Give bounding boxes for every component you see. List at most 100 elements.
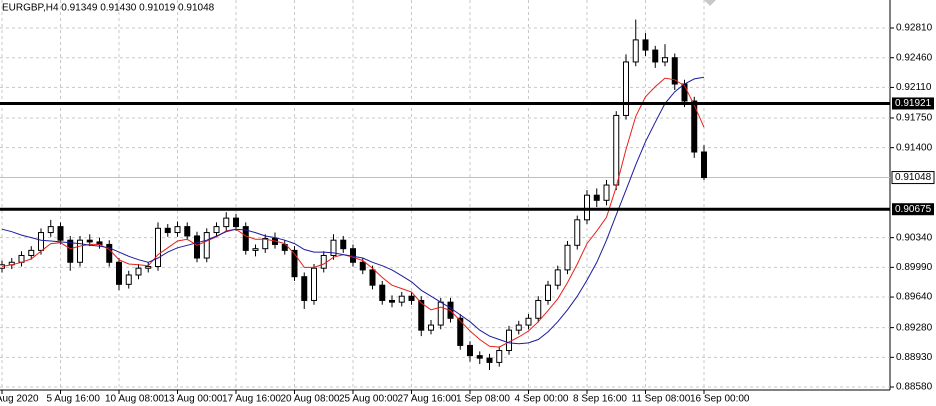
candle-body (545, 284, 551, 301)
candle-body (223, 217, 230, 228)
x-tick-label: 11 Sep 08:00 (632, 394, 691, 405)
candle-body (496, 350, 503, 363)
candle-body (340, 239, 347, 250)
y-tick-label: 0.92110 (896, 82, 932, 93)
y-tick-label: 0.90340 (896, 232, 933, 243)
candle-body (623, 61, 629, 116)
x-tick-label: 27 Aug 16:00 (398, 394, 457, 405)
candle-body (184, 226, 191, 237)
candle-body (701, 151, 707, 179)
x-tick-label: 4 Sep 00:00 (515, 394, 569, 405)
candle-body (350, 248, 356, 263)
candle-body (28, 249, 35, 256)
candle-body (57, 226, 64, 241)
candle-body (535, 299, 542, 319)
current-price-box (891, 171, 935, 185)
y-tick-label: 0.88580 (896, 382, 933, 393)
candle-body (262, 237, 269, 250)
candle-body (311, 267, 317, 301)
candle-body (632, 39, 639, 63)
candle-body (389, 299, 395, 303)
candle-body (301, 276, 308, 301)
candle-body (418, 299, 425, 331)
x-tick-label: 10 Aug 08:00 (105, 394, 164, 405)
y-tick-label: 0.92810 (896, 23, 933, 34)
candle-body (233, 217, 239, 228)
candle-body (408, 295, 415, 301)
candle-body (242, 226, 249, 251)
level-label: 0.91921 (895, 98, 932, 109)
candle-body (145, 266, 152, 269)
y-tick-label: 0.88930 (896, 352, 933, 363)
x-tick-label: 5 Aug 16:00 (47, 394, 101, 405)
candle-body (203, 232, 210, 259)
candle-body (77, 239, 83, 263)
y-tick-label: 0.92460 (896, 52, 933, 63)
y-tick-label: 0.91750 (896, 113, 933, 124)
candle-body (398, 295, 405, 303)
candle-body (515, 324, 522, 331)
x-tick-label: 8 Sep 16:00 (573, 394, 627, 405)
chart-shift-marker (704, 0, 716, 6)
candle-body (164, 227, 171, 234)
candle-body (38, 232, 44, 251)
candle-body (476, 355, 483, 359)
candle-body (174, 226, 181, 234)
x-tick-label: 1 Sep 08:00 (456, 394, 510, 405)
candle-body (320, 254, 327, 269)
candle-body (67, 239, 74, 263)
candle-body (281, 243, 288, 251)
candle-body (135, 267, 142, 276)
candle-body (359, 261, 366, 271)
candle-body (457, 317, 464, 346)
y-tick-label: 0.89640 (896, 292, 933, 303)
candle-body (671, 57, 678, 85)
moving-average-line (1, 77, 705, 348)
level-label-box (892, 97, 934, 110)
candle-body (691, 100, 698, 153)
x-tick-label: 25 Aug 00:00 (339, 394, 398, 405)
level-label-box (892, 203, 934, 216)
candle-body (428, 324, 434, 331)
candle-body (662, 57, 668, 63)
candle-body (642, 39, 649, 51)
level-label: 0.90675 (895, 204, 932, 215)
candle-body (379, 284, 386, 301)
candle-body (125, 274, 132, 285)
candle-body (486, 357, 493, 363)
candle-body (584, 194, 590, 221)
candle-body (86, 239, 93, 243)
candle-body (613, 114, 620, 186)
x-tick-label: 17 Aug 16:00 (222, 394, 281, 405)
candle-body (194, 235, 200, 259)
candle-body (330, 239, 337, 256)
x-tick-label: 13 Aug 00:00 (164, 394, 223, 405)
x-tick-label: 4 Aug 2020 (0, 394, 39, 405)
candle-body (213, 226, 220, 234)
candle-body (467, 344, 473, 357)
candle-body (574, 219, 581, 246)
y-tick-label: 0.89990 (896, 262, 933, 273)
candle-body (437, 301, 444, 326)
candle-body (525, 317, 532, 326)
candle-body (155, 227, 161, 268)
candle-body (47, 226, 54, 234)
x-tick-label: 20 Aug 08:00 (281, 394, 340, 405)
y-tick-label: 0.91400 (896, 142, 933, 153)
x-tick-label: 16 Sep 00:00 (690, 394, 750, 405)
candle-body (603, 184, 610, 201)
y-tick-label: 0.89280 (896, 322, 933, 333)
candle-body (652, 49, 659, 63)
candle-body (593, 194, 600, 201)
current-price-label: 0.91048 (895, 172, 932, 183)
candle-body (506, 329, 512, 352)
candle-body (369, 269, 376, 286)
candle-body (116, 261, 122, 285)
candle-body (564, 244, 571, 271)
moving-average-line (1, 76, 705, 345)
candle-body (252, 248, 259, 251)
chart-title: EURGBP,H4 0.91349 0.91430 0.91019 0.9104… (2, 3, 215, 14)
candle-body (291, 249, 298, 278)
